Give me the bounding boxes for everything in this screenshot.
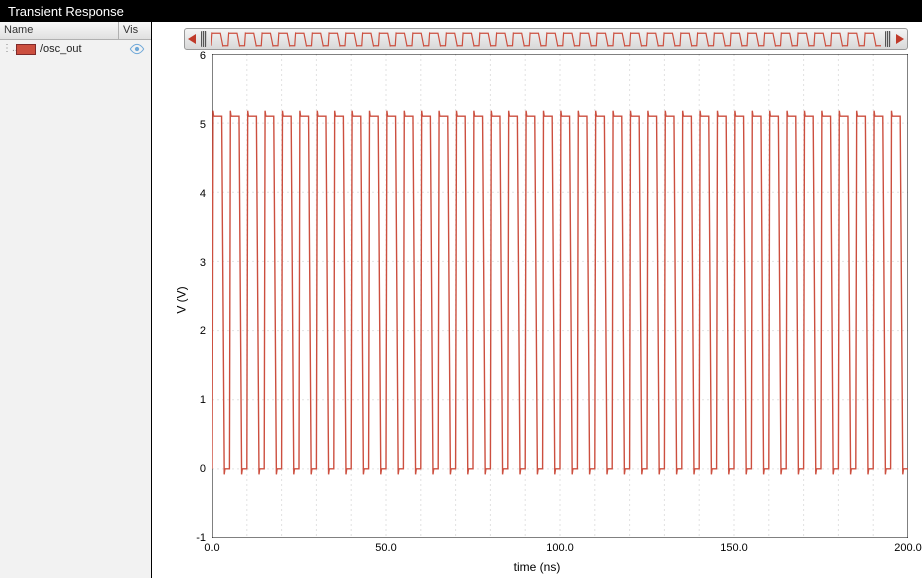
signal-color-swatch [16,44,36,55]
plot-pane: V (V) time (ns) -1 0 1 2 3 4 5 6 0.0 50.0 100.0 150… [152,22,922,578]
x-tick-label: 200.0 [894,542,922,554]
visibility-toggle[interactable] [125,43,149,55]
x-tick-label: 100.0 [546,542,574,554]
signal-name-label: /osc_out [40,43,121,55]
signal-list-panel: Name Vis ⋮.. /osc_out [0,22,152,578]
col-header-vis[interactable]: Vis [119,22,151,39]
tree-connector-icon: ⋮.. [2,44,12,54]
overview-wave[interactable] [211,31,881,47]
overview-strip[interactable] [184,28,908,50]
signal-list-body: ⋮.. /osc_out [0,40,151,578]
window-title: Transient Response [8,4,124,19]
y-tick-label: 2 [188,325,206,337]
y-tick-label: 1 [188,394,206,406]
y-tick-label: 6 [188,50,206,62]
window-titlebar[interactable]: Transient Response [0,0,922,22]
signal-row[interactable]: ⋮.. /osc_out [0,40,151,58]
col-header-name[interactable]: Name [0,22,119,39]
eye-icon [129,43,145,55]
y-tick-label: 0 [188,463,206,475]
plot-waveform [212,54,908,538]
x-axis-label: time (ns) [514,560,561,574]
y-tick-label: 4 [188,188,206,200]
y-tick-label: -1 [188,532,206,544]
overview-right-arrow-icon[interactable] [895,32,905,46]
x-tick-label: 0.0 [204,542,219,554]
overview-left-handle[interactable] [201,31,207,47]
x-tick-label: 50.0 [375,542,396,554]
y-axis-label: V (V) [175,286,189,313]
y-tick-label: 3 [188,257,206,269]
y-tick-label: 5 [188,119,206,131]
plot-area[interactable] [212,54,908,538]
overview-right-handle[interactable] [885,31,891,47]
overview-left-arrow-icon[interactable] [187,32,197,46]
main-pane: Name Vis ⋮.. /osc_out [0,22,922,578]
x-tick-label: 150.0 [720,542,748,554]
signal-list-header: Name Vis [0,22,151,40]
